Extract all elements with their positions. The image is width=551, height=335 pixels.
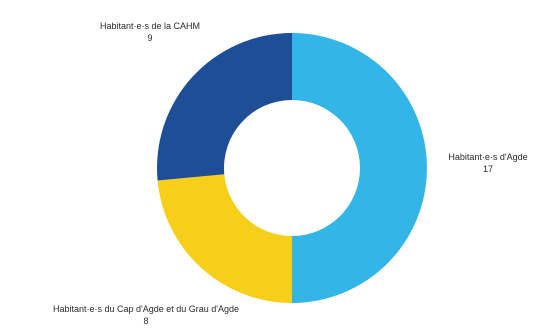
slice-label-cahm-value: 9	[147, 33, 153, 43]
slice-label-agde: Habitant·e·s d'Agde 17	[428, 151, 548, 175]
slice-label-cap-agde: Habitant·e·s du Cap d'Agde et du Grau d'…	[2, 303, 290, 327]
slice-agde	[292, 33, 427, 303]
slice-cap-agde	[157, 174, 292, 303]
slice-label-cap-agde-name: Habitant·e·s du Cap d'Agde et du Grau d'…	[52, 304, 240, 314]
slice-label-cahm-name: Habitant·e·s de la CAHM	[99, 21, 201, 31]
slice-label-cap-agde-value: 8	[143, 316, 149, 326]
slice-label-agde-value: 17	[482, 164, 493, 174]
slice-cahm	[157, 33, 292, 181]
slice-label-cahm: Habitant·e·s de la CAHM 9	[60, 20, 240, 44]
slice-label-agde-name: Habitant·e·s d'Agde	[448, 152, 528, 162]
